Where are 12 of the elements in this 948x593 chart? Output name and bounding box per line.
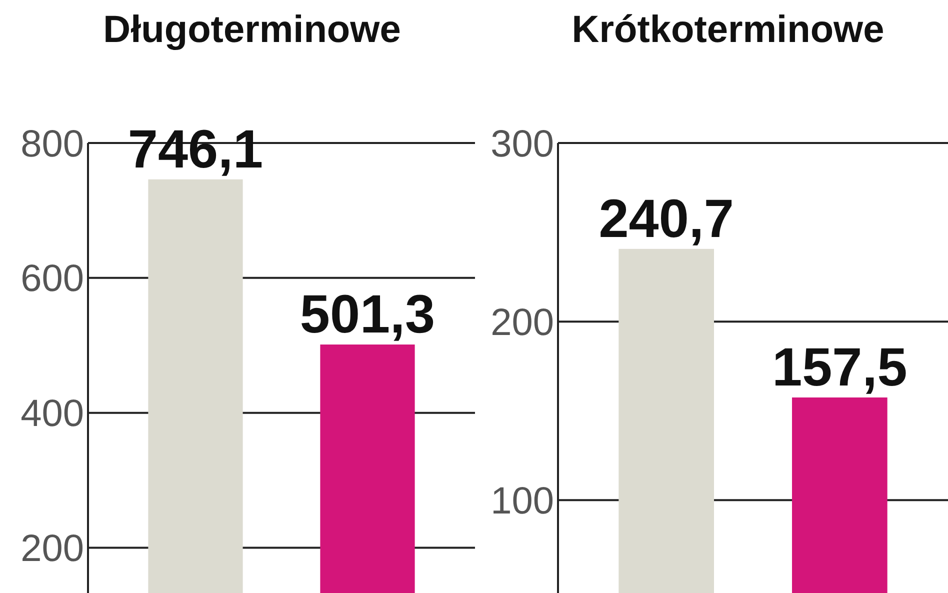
y-tick-label: 800 — [20, 123, 84, 166]
y-tick-label: 200 — [490, 302, 554, 344]
y-tick-label: 100 — [490, 480, 554, 522]
y-tick-label: 200 — [20, 528, 84, 570]
chart-title: Krótkoterminowe — [572, 9, 884, 51]
y-tick-label: 600 — [20, 258, 84, 300]
y-tick-label: 400 — [20, 393, 84, 436]
y-tick-label: 300 — [490, 123, 554, 166]
data-label: 157,5 — [772, 337, 908, 398]
data-label: 240,7 — [598, 188, 734, 249]
data-label: 501,3 — [300, 284, 436, 345]
chart-title: Długoterminowe — [103, 9, 401, 51]
